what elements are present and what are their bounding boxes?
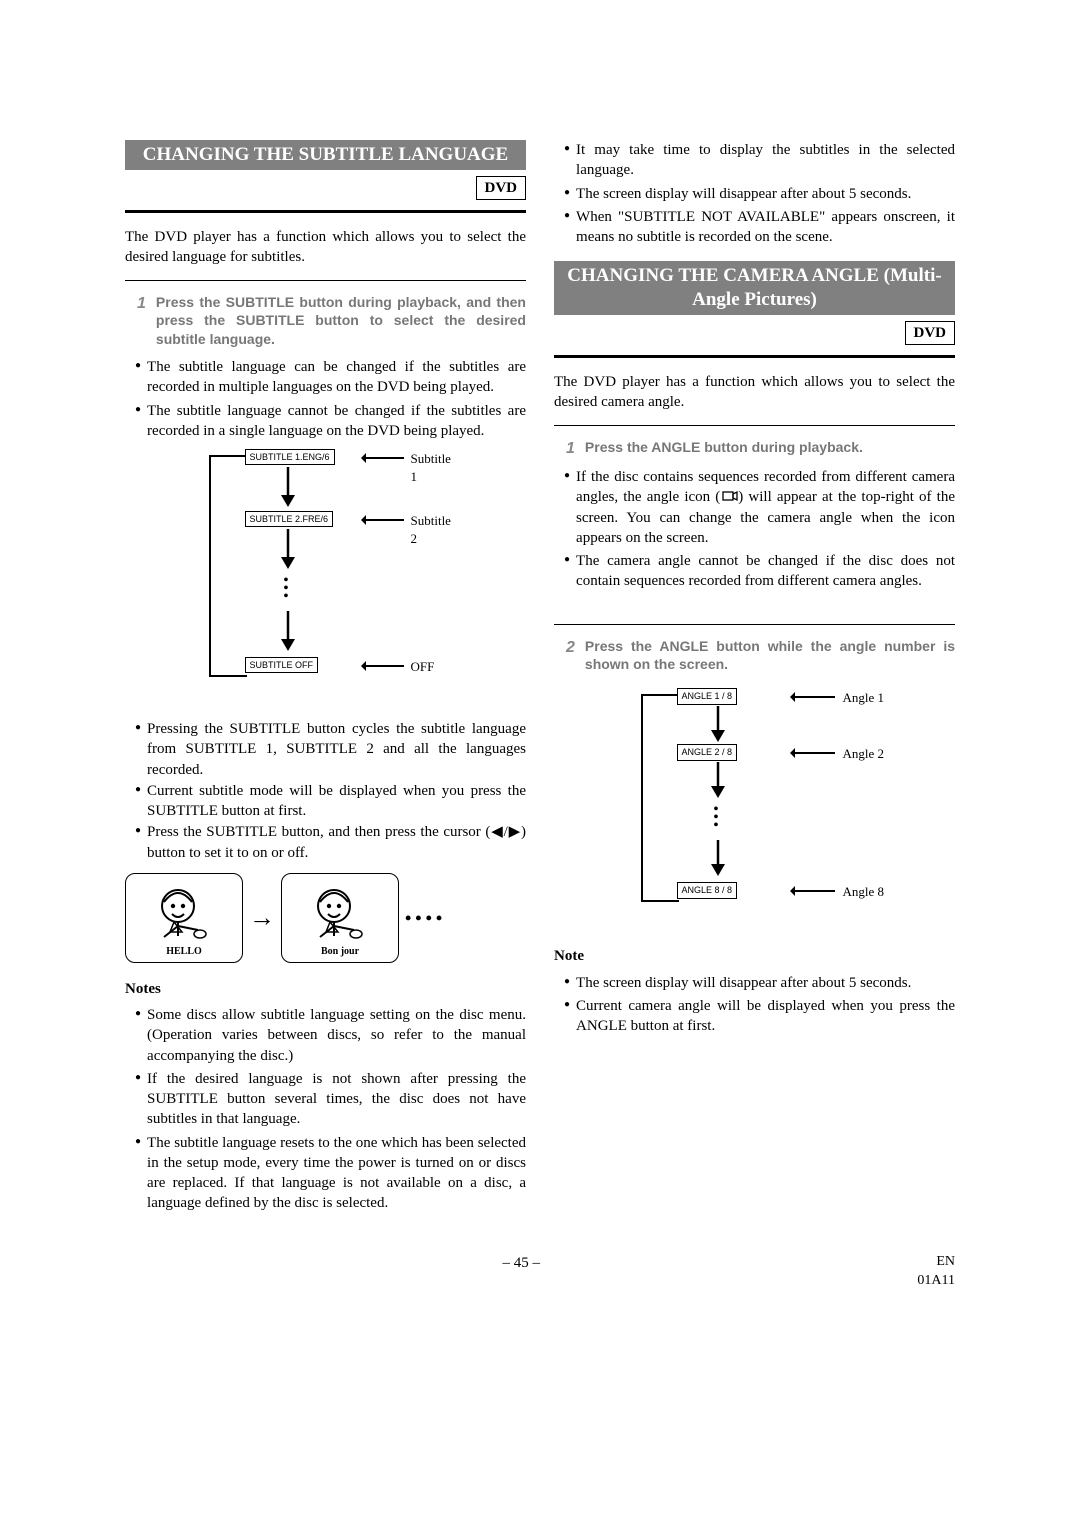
dvd-badge-text: DVD: [476, 176, 527, 200]
angle-cycle-diagram: ANGLE 1 / 8 Angle 1 ANGLE 2 / 8 Angle 2 …: [605, 690, 905, 930]
bullet-text: If the disc contains sequences recorded …: [576, 467, 955, 548]
arrow-down-icon: [279, 529, 297, 569]
bullet-text: Press the SUBTITLE button, and then pres…: [147, 822, 526, 863]
arrow-down-icon: [279, 611, 297, 651]
footer-lang: EN: [936, 1254, 955, 1269]
panel-caption: HELLO: [126, 945, 242, 959]
bullet-list: If the disc contains sequences recorded …: [554, 467, 955, 592]
arrow-down-icon: [709, 840, 727, 876]
bullet-list: Pressing the SUBTITLE button cycles the …: [125, 719, 526, 863]
step-1: 1 Press the SUBTITLE button during playb…: [125, 291, 526, 352]
bullet-text: Pressing the SUBTITLE button cycles the …: [147, 719, 526, 780]
step-2: 2 Press the ANGLE button while the angle…: [554, 635, 955, 677]
bullet-text: When "SUBTITLE NOT AVAILABLE" appears on…: [576, 207, 955, 248]
diagram-label: SUBTITLE 1.ENG/6: [245, 449, 335, 465]
notes-list: The screen display will disappear after …: [554, 973, 955, 1037]
note-text: The subtitle language resets to the one …: [147, 1133, 526, 1214]
step-number: 1: [566, 438, 575, 460]
arrow-right-icon: →: [249, 900, 275, 935]
diagram-caption: Subtitle 1: [411, 450, 451, 485]
note-text: Some discs allow subtitle language setti…: [147, 1005, 526, 1066]
rule: [125, 280, 526, 281]
page-number: – 45 –: [125, 1253, 917, 1291]
diagram-caption: OFF: [411, 658, 435, 676]
bullet-text: Current subtitle mode will be displayed …: [147, 781, 526, 822]
note-text: The screen display will disappear after …: [576, 973, 911, 993]
dvd-badge: DVD: [554, 321, 955, 345]
step-number: 2: [566, 637, 575, 675]
notes-heading: Note: [554, 946, 955, 966]
note-text: Current camera angle will be displayed w…: [576, 996, 955, 1037]
step-1: 1 Press the ANGLE button during playback…: [554, 436, 955, 462]
bullet-text: The subtitle language cannot be changed …: [147, 401, 526, 442]
section-title: CHANGING THE SUBTITLE LANGUAGE: [125, 140, 526, 170]
arrow-down-icon: [709, 762, 727, 798]
diagram-label: SUBTITLE OFF: [245, 657, 319, 673]
girl-icon: [300, 882, 380, 954]
step-text: Press the ANGLE button while the angle n…: [585, 637, 955, 675]
arrow-down-icon: [279, 467, 297, 507]
diagram-label: ANGLE 2 / 8: [677, 744, 738, 760]
subtitle-cycle-diagram: SUBTITLE 1.ENG/6 Subtitle 1 SUBTITLE 2.F…: [201, 451, 451, 711]
bullet-text: It may take time to display the subtitle…: [576, 140, 955, 181]
bullet-text: The subtitle language can be changed if …: [147, 357, 526, 398]
bullet-text: The camera angle cannot be changed if th…: [576, 551, 955, 592]
diagram-caption: Angle 1: [843, 689, 885, 707]
bullet-list: It may take time to display the subtitle…: [554, 140, 955, 247]
diagram-label: SUBTITLE 2.FRE/6: [245, 511, 334, 527]
dvd-badge: DVD: [125, 176, 526, 200]
illustration-panel: Bon jour: [281, 873, 399, 963]
step-text: Press the SUBTITLE button during playbac…: [156, 293, 526, 350]
notes-heading: Notes: [125, 979, 526, 999]
diagram-caption: Angle 8: [843, 883, 885, 901]
diagram-label: ANGLE 1 / 8: [677, 688, 738, 704]
intro-text: The DVD player has a function which allo…: [125, 227, 526, 268]
bullet-text: The screen display will disappear after …: [576, 184, 911, 204]
rule: [125, 210, 526, 213]
illustration-row: HELLO → Bon jour ••••: [125, 873, 526, 963]
section-title: CHANGING THE CAMERA ANGLE (Multi-Angle P…: [554, 261, 955, 315]
rule: [554, 425, 955, 426]
rule: [554, 624, 955, 625]
diagram-caption: Angle 2: [843, 745, 885, 763]
illustration-panel: HELLO: [125, 873, 243, 963]
diagram-label: ANGLE 8 / 8: [677, 882, 738, 898]
panel-caption: Bon jour: [282, 945, 398, 959]
diagram-caption: Subtitle 2: [411, 512, 451, 547]
girl-icon: [144, 882, 224, 954]
intro-text: The DVD player has a function which allo…: [554, 372, 955, 413]
arrow-down-icon: [709, 706, 727, 742]
dots-icon: •••: [284, 577, 289, 600]
page-footer: – 45 – EN 01A11: [125, 1253, 955, 1291]
note-text: If the desired language is not shown aft…: [147, 1069, 526, 1130]
notes-list: Some discs allow subtitle language setti…: [125, 1005, 526, 1214]
rule: [554, 355, 955, 358]
dvd-badge-text: DVD: [905, 321, 956, 345]
footer-code: 01A11: [917, 1273, 955, 1288]
camera-angle-icon: [720, 489, 738, 503]
bullet-list: The subtitle language can be changed if …: [125, 357, 526, 441]
step-number: 1: [137, 293, 146, 350]
dots-icon: ••••: [405, 906, 446, 930]
dots-icon: •••: [714, 806, 719, 829]
step-text: Press the ANGLE button during playback.: [585, 438, 863, 460]
